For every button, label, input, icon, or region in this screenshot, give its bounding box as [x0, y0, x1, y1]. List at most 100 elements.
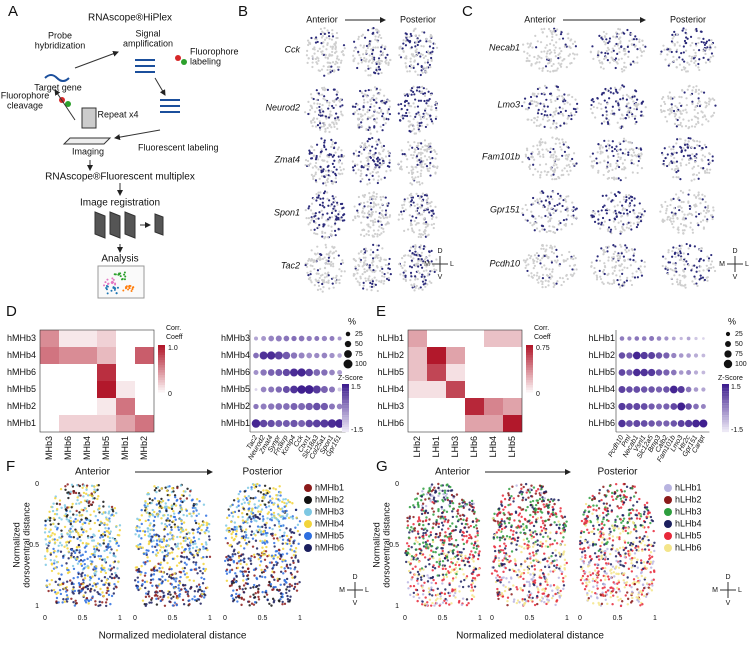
cell-dot	[332, 35, 334, 37]
cell-dot	[420, 45, 422, 47]
cell-dot	[80, 563, 82, 565]
cell-dot	[551, 275, 553, 277]
cell-dot	[689, 137, 691, 139]
cell-dot	[634, 115, 636, 117]
cell-dot	[536, 252, 538, 254]
cell-dot	[75, 510, 77, 512]
cell-dot	[410, 275, 412, 277]
cell-dot	[352, 113, 354, 115]
cell-dot	[613, 270, 615, 272]
cell-dot	[426, 235, 428, 237]
dot	[626, 369, 632, 375]
cell-dot	[322, 32, 324, 34]
cell-dot	[76, 496, 78, 498]
cell-dot	[593, 106, 595, 108]
cell-dot	[600, 247, 602, 249]
cell-dot	[527, 108, 529, 110]
cell-dot	[573, 255, 575, 257]
cell-dot	[564, 100, 566, 102]
cell-dot	[421, 200, 423, 202]
cell-dot	[642, 101, 644, 103]
analysis-dot	[111, 282, 113, 284]
dot	[314, 353, 319, 358]
cell-dot	[634, 89, 636, 91]
cell-dot	[430, 147, 432, 149]
heatmap-cell	[446, 415, 465, 432]
cell-dot	[540, 143, 542, 145]
cell-dot	[591, 261, 593, 263]
cell-dot	[323, 125, 325, 127]
cell-dot	[627, 154, 629, 156]
cell-dot	[708, 257, 710, 259]
cell-dot	[432, 209, 434, 211]
cell-dot	[557, 67, 559, 69]
cell-dot	[576, 103, 578, 105]
cell-dot	[113, 566, 115, 568]
cell-dot	[558, 138, 560, 140]
cell-dot	[432, 122, 434, 124]
cell-dot	[423, 283, 425, 285]
cell-dot	[335, 41, 337, 43]
cell-dot	[632, 60, 634, 62]
cell-dot	[421, 195, 423, 197]
cell-dot	[311, 258, 313, 260]
cell-dot	[336, 37, 338, 39]
heatmap-cell	[116, 398, 135, 415]
cell-dot	[107, 583, 109, 585]
cell-dot	[633, 38, 635, 40]
cell-dot	[330, 114, 332, 116]
dot	[648, 369, 655, 376]
cell-dot	[599, 276, 601, 278]
cell-dot	[698, 89, 700, 91]
analysis-dot	[124, 275, 126, 277]
cell-dot	[702, 167, 704, 169]
colorbar-step	[158, 368, 165, 371]
cell-dot	[681, 58, 683, 60]
cell-dot	[79, 514, 81, 516]
cell-dot	[311, 174, 313, 176]
cell-dot	[626, 99, 628, 101]
cell-dot	[542, 108, 544, 110]
panel-label: E	[376, 303, 386, 320]
cell-dot	[368, 210, 370, 212]
cell-dot	[327, 127, 329, 129]
analysis-dot	[116, 292, 118, 294]
dot	[261, 387, 267, 393]
cell-dot	[558, 220, 560, 222]
cell-dot	[677, 218, 679, 220]
cell-dot	[99, 601, 101, 603]
cell-dot	[599, 161, 601, 163]
cell-dot	[336, 62, 338, 64]
cell-dot	[665, 210, 667, 212]
cell-dot	[379, 234, 381, 236]
cell-dot	[558, 95, 560, 97]
orientation-label: D	[732, 248, 737, 255]
cell-dot	[677, 231, 679, 233]
dot	[626, 420, 633, 427]
dot	[291, 403, 298, 410]
cell-dot	[695, 196, 697, 198]
cell-dot	[417, 142, 419, 144]
cell-dot	[319, 113, 321, 115]
cell-dot	[332, 61, 334, 63]
cell-dot	[621, 84, 623, 86]
cell-dot	[612, 273, 614, 275]
cell-dot	[325, 117, 327, 119]
colorbar-step	[526, 380, 533, 383]
cell-dot	[85, 542, 87, 544]
cell-dot	[368, 275, 370, 277]
cell-dot	[678, 116, 680, 118]
cell-dot	[712, 160, 714, 162]
cell-dot	[622, 207, 624, 209]
cell-dot	[335, 174, 337, 176]
cell-dot	[665, 212, 667, 214]
cell-dot	[371, 58, 373, 60]
size-legend-title: %	[348, 316, 356, 326]
cell-dot	[366, 111, 368, 113]
cell-dot	[573, 57, 575, 59]
cell-dot	[554, 162, 556, 164]
cell-dot	[73, 520, 75, 522]
cell-dot	[410, 105, 412, 107]
cell-dot	[698, 194, 700, 196]
cell-dot	[108, 510, 110, 512]
